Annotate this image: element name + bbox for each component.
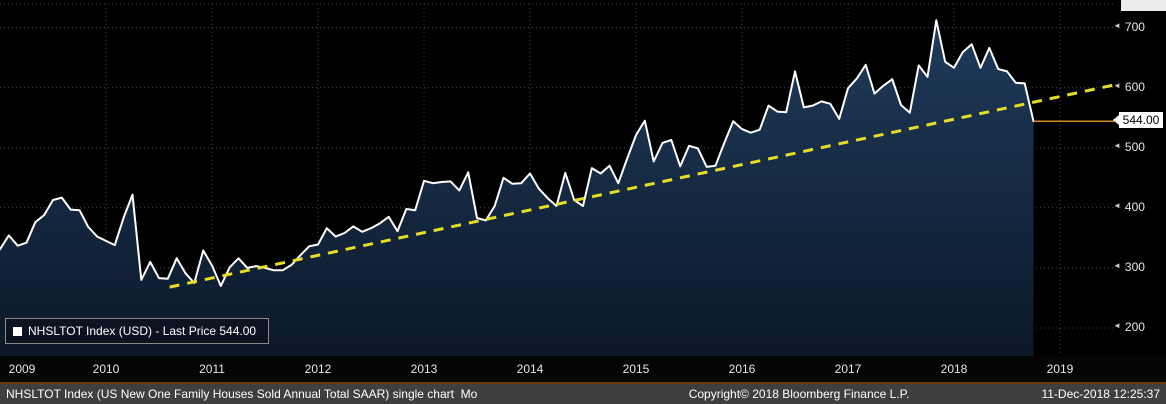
copyright-text: Copyright© 2018 Bloomberg Finance L.P.	[688, 387, 910, 401]
price-chart[interactable]	[0, 0, 1166, 356]
x-axis-label-2010: 2010	[92, 362, 120, 376]
status-bar: NHSLTOT Index (US New One Family Houses …	[0, 382, 1166, 404]
x-axis-label-2018: 2018	[940, 362, 968, 376]
x-axis-label-2014: 2014	[516, 362, 544, 376]
series-swatch-icon	[13, 326, 22, 336]
last-price-marker: 544.00	[1113, 112, 1163, 129]
legend-label: NHSLTOT Index (USD) - Last Price 544.00	[28, 324, 257, 338]
x-axis-label-2019: 2019	[1046, 362, 1074, 376]
time-axis: 2009 2010 2011 2012 2013 2014 2015 2016 2017 2018…	[0, 356, 1166, 382]
x-axis-label-2013: 2013	[410, 362, 438, 376]
price-area	[0, 20, 1034, 356]
x-axis-label-2009: 2009	[8, 362, 36, 376]
axis-top-white-box	[1121, 0, 1166, 11]
x-axis-label-2016: 2016	[728, 362, 756, 376]
status-description: NHSLTOT Index (US New One Family Houses …	[6, 387, 478, 401]
chart-plot-area[interactable]: ◄ 200 ◄ 300 ◄ 400 ◄ 500 ◄ 600 ◄ 700 544.00 NHSLTOT …	[0, 0, 1166, 356]
x-axis-label-2017: 2017	[834, 362, 862, 376]
legend[interactable]: NHSLTOT Index (USD) - Last Price 544.00	[5, 318, 270, 344]
x-axis-label-2015: 2015	[622, 362, 650, 376]
x-axis-label-2012: 2012	[304, 362, 332, 376]
last-price-value: 544.00	[1122, 113, 1160, 128]
status-timestamp: 11-Dec-2018 12:25:37	[1041, 387, 1160, 401]
price-line	[0, 19, 1035, 287]
x-axis-label-2011: 2011	[199, 362, 225, 376]
